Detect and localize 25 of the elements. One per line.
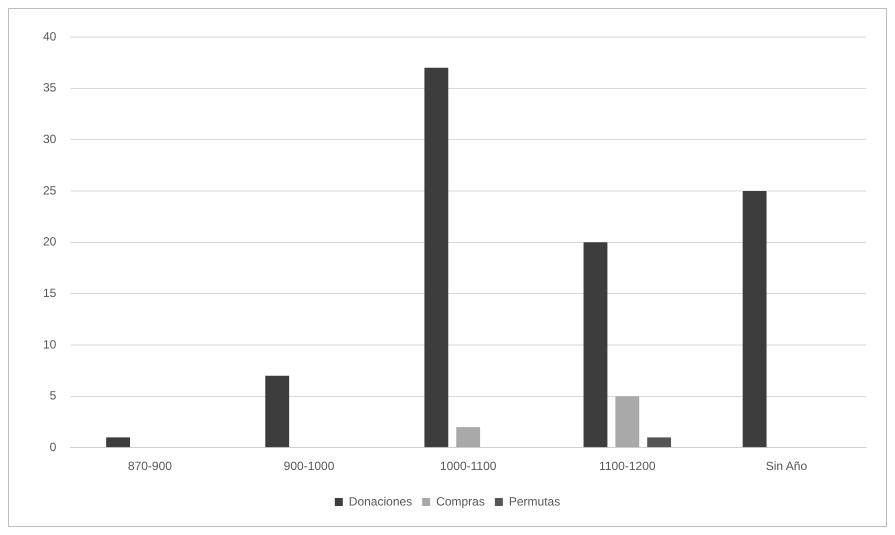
y-tick-label: 20 bbox=[42, 234, 57, 249]
y-tick-label: 40 bbox=[42, 29, 57, 44]
x-tick-label: 870-900 bbox=[128, 459, 172, 474]
bar bbox=[615, 396, 640, 448]
x-tick-label: 1000-1100 bbox=[440, 459, 497, 474]
bar bbox=[647, 437, 672, 448]
bar bbox=[584, 242, 608, 448]
legend-label: Donaciones bbox=[348, 494, 412, 508]
bar bbox=[265, 376, 290, 448]
y-tick-label: 25 bbox=[42, 183, 57, 198]
legend-label: Permutas bbox=[508, 494, 560, 508]
x-tick-label: 1100-1200 bbox=[599, 459, 656, 474]
x-tick-label: 900-1000 bbox=[284, 459, 335, 474]
legend-label: Compras bbox=[436, 494, 485, 508]
y-tick-label: 35 bbox=[42, 80, 57, 95]
bar bbox=[424, 68, 448, 448]
y-tick-label: 10 bbox=[42, 337, 57, 352]
y-tick-label: 5 bbox=[50, 388, 57, 403]
bar bbox=[456, 427, 480, 448]
bar bbox=[106, 437, 130, 448]
y-tick-label: 30 bbox=[42, 132, 57, 146]
bar bbox=[742, 190, 767, 448]
y-tick-label: 0 bbox=[50, 440, 57, 454]
y-tick-label: 15 bbox=[42, 286, 57, 300]
x-tick-label: Sin Año bbox=[766, 459, 808, 474]
